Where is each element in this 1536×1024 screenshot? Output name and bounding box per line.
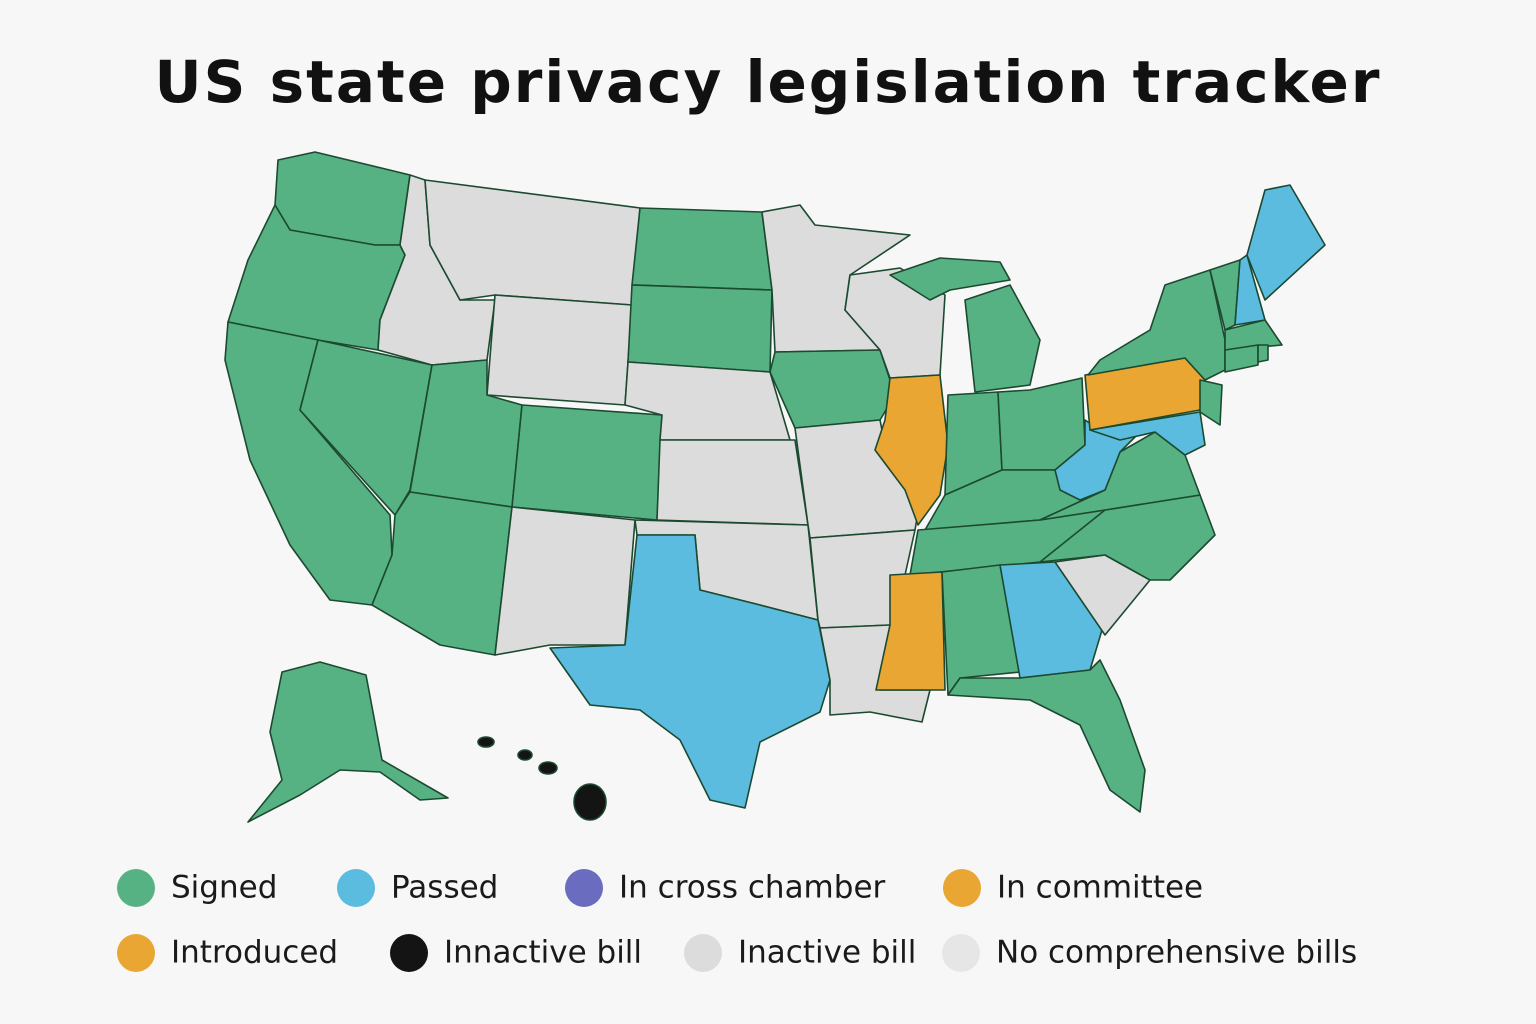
state [538, 761, 558, 775]
state [1246, 184, 1326, 301]
legend-swatch [684, 934, 722, 972]
state [424, 179, 641, 306]
state [769, 349, 896, 429]
state [941, 564, 1021, 696]
state [247, 661, 449, 823]
state [549, 534, 831, 809]
legend-swatch [390, 934, 428, 972]
state [627, 284, 773, 373]
legend: Signed Passed In cross chamber In committee… [117, 869, 1357, 972]
legend-label: No comprehensive bills [996, 935, 1357, 971]
state [477, 736, 495, 748]
state [1257, 344, 1269, 363]
state [1224, 344, 1259, 373]
state [1087, 269, 1226, 381]
state [656, 439, 809, 526]
state [964, 284, 1041, 393]
legend-label: In committee [997, 870, 1203, 906]
state [631, 207, 773, 291]
state [1224, 319, 1283, 351]
legend-swatch [337, 869, 375, 907]
state [517, 749, 533, 761]
title: US state privacy legislation tracker [155, 48, 1382, 116]
legend-swatch [565, 869, 603, 907]
state [889, 257, 1011, 301]
us-map [224, 151, 1326, 823]
legend-swatch [943, 869, 981, 907]
state [573, 783, 607, 821]
legend-swatch [117, 934, 155, 972]
legend-label: Inactive bill [738, 935, 916, 971]
legend-label: Introduced [171, 935, 338, 971]
state [371, 491, 513, 656]
legend-swatch [117, 869, 155, 907]
legend-label: Passed [391, 870, 498, 906]
state [874, 374, 949, 526]
state [1089, 411, 1206, 456]
legend-label: In cross chamber [619, 870, 886, 906]
state [947, 659, 1146, 813]
state [494, 506, 636, 656]
state [511, 404, 663, 521]
state [486, 294, 633, 406]
legend-label: Innactive bill [444, 935, 642, 971]
legend-swatch [942, 934, 980, 972]
state [1199, 379, 1223, 426]
legend-label: Signed [171, 870, 277, 906]
